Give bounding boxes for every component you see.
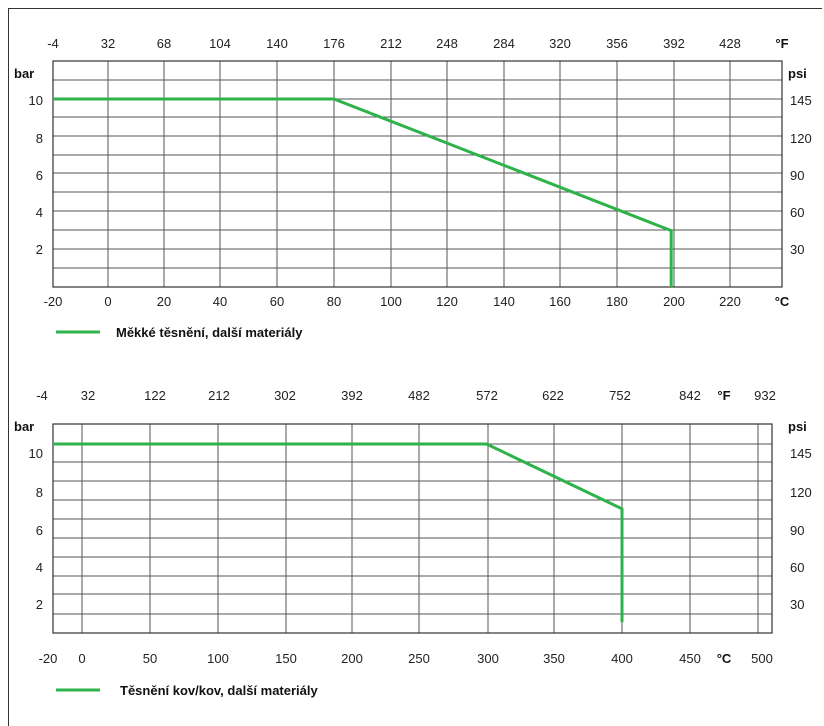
x-bottom-tick-label: 300 <box>477 651 499 666</box>
y-right-unit: psi <box>788 66 807 81</box>
y-right-tick-label: 145 <box>790 446 812 461</box>
x-top-tick-label: -4 <box>47 36 59 51</box>
y-right-tick-label: 30 <box>790 597 804 612</box>
legend-label: Měkké těsnění, další materiály <box>116 325 303 340</box>
x-bottom-tick-label: 0 <box>104 294 111 309</box>
x-bottom-tick-label: 50 <box>143 651 157 666</box>
x-top-tick-label: 284 <box>493 36 515 51</box>
y-right-tick-label: 60 <box>790 205 804 220</box>
x-top-tick-label: 212 <box>208 388 230 403</box>
x-bottom-tick-label: 150 <box>275 651 297 666</box>
x-bottom-tick-label: 60 <box>270 294 284 309</box>
y-left-tick-label: 10 <box>29 446 43 461</box>
y-left-unit: bar <box>14 419 34 434</box>
y-right-tick-label: 145 <box>790 93 812 108</box>
x-top-tick-label: 320 <box>549 36 571 51</box>
x-top-tick-label: 932 <box>754 388 776 403</box>
x-bottom-tick-label: 20 <box>157 294 171 309</box>
y-left-tick-label: 8 <box>36 131 43 146</box>
y-left-tick-label: 4 <box>36 205 43 220</box>
y-left-tick-label: 10 <box>29 93 43 108</box>
x-bottom-unit: °C <box>717 651 732 666</box>
x-top-tick-label: 104 <box>209 36 231 51</box>
chart-1 <box>52 60 783 334</box>
x-top-tick-label: 302 <box>274 388 296 403</box>
x-bottom-tick-label: 500 <box>751 651 773 666</box>
x-top-tick-label: 122 <box>144 388 166 403</box>
x-bottom-tick-label: 200 <box>663 294 685 309</box>
x-top-tick-label: 482 <box>408 388 430 403</box>
x-bottom-tick-label: 120 <box>436 294 458 309</box>
x-top-tick-label: 140 <box>266 36 288 51</box>
series-line <box>53 442 624 623</box>
x-bottom-tick-label: 250 <box>408 651 430 666</box>
y-right-tick-label: 30 <box>790 242 804 257</box>
x-top-tick-label: 212 <box>380 36 402 51</box>
legend-label: Těsnění kov/kov, další materiály <box>120 683 319 698</box>
y-right-tick-label: 120 <box>790 485 812 500</box>
x-bottom-tick-label: 80 <box>327 294 341 309</box>
x-bottom-tick-label: 100 <box>207 651 229 666</box>
x-top-tick-label: 622 <box>542 388 564 403</box>
x-top-tick-label: 428 <box>719 36 741 51</box>
y-left-tick-label: 6 <box>36 523 43 538</box>
x-bottom-tick-label: 220 <box>719 294 741 309</box>
x-bottom-tick-label: 40 <box>213 294 227 309</box>
x-top-tick-label: 248 <box>436 36 458 51</box>
chart-2 <box>52 423 773 692</box>
x-bottom-tick-label: 400 <box>611 651 633 666</box>
x-bottom-tick-label: 450 <box>679 651 701 666</box>
y-left-tick-label: 8 <box>36 485 43 500</box>
x-bottom-tick-label: 350 <box>543 651 565 666</box>
x-bottom-tick-label: 140 <box>493 294 515 309</box>
x-top-tick-label: 176 <box>323 36 345 51</box>
x-bottom-tick-label: 160 <box>549 294 571 309</box>
x-top-unit: °F <box>717 388 730 403</box>
x-top-tick-label: 842 <box>679 388 701 403</box>
plot-frame <box>52 423 773 634</box>
y-right-tick-label: 90 <box>790 523 804 538</box>
y-left-tick-label: 6 <box>36 168 43 183</box>
y-left-tick-label: 2 <box>36 597 43 612</box>
y-left-tick-label: 2 <box>36 242 43 257</box>
x-top-tick-label: 392 <box>341 388 363 403</box>
series-line <box>53 97 673 287</box>
x-bottom-tick-label: -20 <box>44 294 63 309</box>
y-left-unit: bar <box>14 66 34 81</box>
y-right-tick-label: 120 <box>790 131 812 146</box>
x-bottom-unit: °C <box>775 294 790 309</box>
x-top-tick-label: 392 <box>663 36 685 51</box>
x-bottom-tick-label: 0 <box>78 651 85 666</box>
x-bottom-tick-label: 180 <box>606 294 628 309</box>
y-right-tick-label: 90 <box>790 168 804 183</box>
figure-frame <box>8 8 822 726</box>
x-bottom-tick-label: 100 <box>380 294 402 309</box>
x-top-unit: °F <box>775 36 788 51</box>
x-top-tick-label: 32 <box>101 36 115 51</box>
y-left-tick-label: 4 <box>36 560 43 575</box>
y-right-tick-label: 60 <box>790 560 804 575</box>
x-top-tick-label: 68 <box>157 36 171 51</box>
x-top-tick-label: 752 <box>609 388 631 403</box>
plot-frame <box>52 60 783 288</box>
x-top-tick-label: 572 <box>476 388 498 403</box>
y-right-unit: psi <box>788 419 807 434</box>
x-top-tick-label: -4 <box>36 388 48 403</box>
x-top-tick-label: 32 <box>81 388 95 403</box>
x-bottom-tick-label: -20 <box>39 651 58 666</box>
x-top-tick-label: 356 <box>606 36 628 51</box>
x-bottom-tick-label: 200 <box>341 651 363 666</box>
